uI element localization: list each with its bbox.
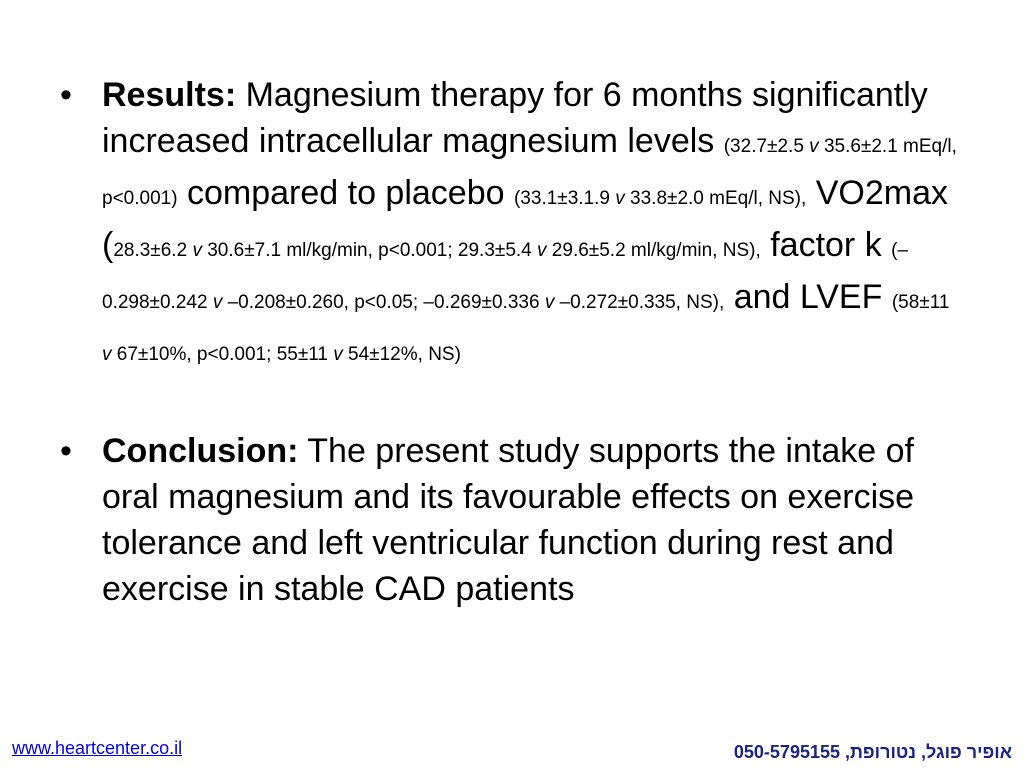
results-stat: 67±10%, p<0.001; 55±11	[111, 344, 334, 365]
results-text: Magnesium therapy for 6 months significa…	[102, 76, 928, 160]
bullet-marker: •	[60, 76, 72, 114]
bullet-list: • Results: Magnesium therapy for 6 month…	[60, 72, 960, 612]
results-stat-versus: v	[333, 344, 343, 365]
conclusion-heading: Conclusion:	[102, 432, 299, 470]
conclusion-text: The present study supports the intake of…	[102, 432, 915, 608]
results-stat: –0.272±0.335, NS),	[554, 292, 725, 313]
results-text: factor k	[760, 226, 892, 264]
results-text: and LVEF	[724, 278, 892, 316]
results-stat-versus: v	[212, 292, 223, 313]
results-stat-versus: v	[102, 344, 112, 365]
results-text: VO2max (	[102, 174, 948, 264]
results-stat-versus: v	[192, 240, 202, 261]
results-stat: 33.8±2.0 mEq/l, NS),	[624, 188, 807, 209]
results-stat: 28.3±6.2	[113, 240, 193, 261]
results-stat-versus: v	[537, 240, 547, 261]
results-stat-versus: v	[544, 292, 555, 313]
results-stat: 29.6±5.2 ml/kg/min, NS),	[546, 240, 761, 261]
results-stat: (32.7±2.5	[723, 136, 810, 157]
conclusion-bullet: • Conclusion: The present study supports…	[60, 428, 960, 612]
results-stat: –0.208±0.260, p<0.05; –0.269±0.336	[222, 292, 545, 313]
results-stat: (33.1±3.1.9	[513, 188, 616, 209]
results-heading: Results:	[102, 76, 237, 114]
results-text: compared to placebo	[177, 174, 514, 212]
results-stat: 54±12%, NS)	[342, 344, 461, 365]
website-link[interactable]: www.heartcenter.co.il	[12, 738, 183, 758]
results-stat-versus: v	[809, 136, 819, 157]
results-stat: (–0.298±0.242	[102, 240, 909, 313]
results-stat: 30.6±7.1 ml/kg/min, p<0.001; 29.3±5.4	[201, 240, 538, 261]
contact-info: 050-5795155 ,אופיר פוגל, נטורופת	[733, 742, 1012, 762]
results-stat: 35.6±2.1 mEq/l, p<0.001)	[102, 136, 957, 209]
bullet-marker: •	[60, 432, 72, 470]
results-bullet: • Results: Magnesium therapy for 6 month…	[60, 72, 960, 378]
results-stat-versus: v	[615, 188, 625, 209]
results-stat: (58±11	[891, 292, 950, 313]
